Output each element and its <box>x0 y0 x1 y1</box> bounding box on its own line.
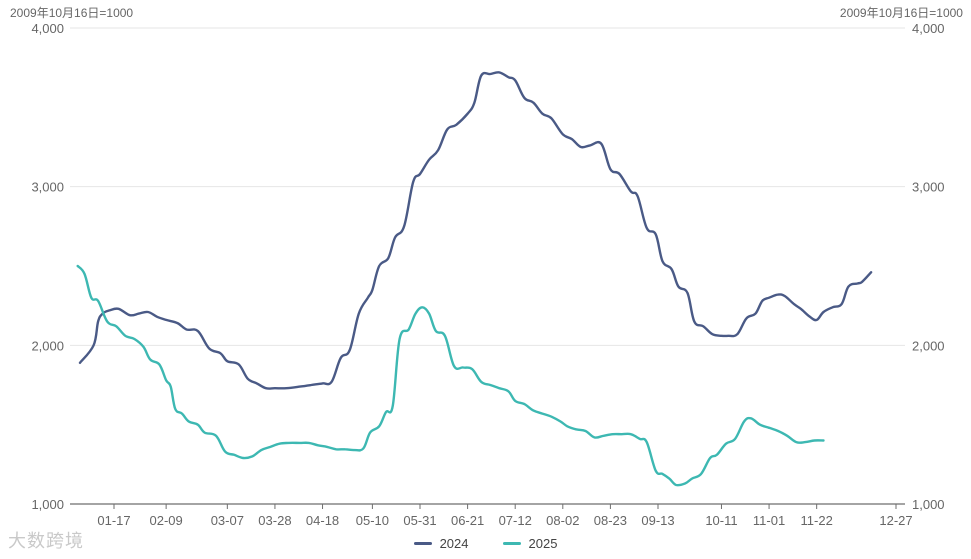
series-line-2024[interactable] <box>78 71 873 390</box>
watermark-logo: 大数跨境 <box>8 531 84 551</box>
y-tick-label-right: 3,000 <box>912 180 945 195</box>
x-tick-label: 11-22 <box>801 513 833 528</box>
chart-legend: 2024 2025 <box>0 536 971 551</box>
y-tick-label-left: 4,000 <box>31 21 64 36</box>
grid-lines <box>70 27 905 346</box>
y-tick-label-left: 1,000 <box>31 497 64 512</box>
legend-label-2024: 2024 <box>439 536 469 551</box>
x-tick-label: 06-21 <box>451 513 484 528</box>
series-lines <box>76 71 873 487</box>
x-tick-label: 11-01 <box>753 513 785 528</box>
legend-item-2025[interactable]: 2025 <box>502 536 558 551</box>
series-line-2025[interactable] <box>76 264 825 487</box>
x-tick-label: 01-17 <box>97 513 130 528</box>
x-axis: 01-17 02-09 03-07 03-28 04-18 05-10 05-31 06-21… <box>97 504 913 528</box>
x-tick-label: 03-07 <box>211 513 244 528</box>
legend-label-2025: 2025 <box>528 536 558 551</box>
x-tick-label: 08-02 <box>546 513 579 528</box>
legend-swatch-2025 <box>502 542 521 545</box>
x-tick-label: 10-11 <box>705 513 737 528</box>
x-tick-label: 04-18 <box>306 513 339 528</box>
y-axis-left: 1,000 2,000 3,000 4,000 <box>31 21 64 512</box>
y-tick-label-left: 3,000 <box>31 180 64 195</box>
x-tick-label: 05-10 <box>356 513 389 528</box>
x-tick-label: 12-27 <box>879 513 912 528</box>
legend-swatch-2024 <box>413 542 432 545</box>
y-tick-label-right: 1,000 <box>912 497 945 512</box>
y-axis-right: 1,000 2,000 3,000 4,000 <box>912 21 945 512</box>
x-tick-label: 09-13 <box>641 513 674 528</box>
y-tick-label-right: 4,000 <box>912 21 945 36</box>
y-axis-right-unit: 2009年10月16日=1000 <box>839 6 963 20</box>
x-tick-label: 07-12 <box>499 513 532 528</box>
x-tick-label: 03-28 <box>258 513 291 528</box>
legend-item-2024[interactable]: 2024 <box>413 536 469 551</box>
x-tick-label: 05-31 <box>403 513 436 528</box>
x-tick-label: 08-23 <box>594 513 627 528</box>
y-axis-left-unit: 2009年10月16日=1000 <box>10 6 134 20</box>
y-tick-label-left: 2,000 <box>31 338 64 353</box>
y-tick-label-right: 2,000 <box>912 338 945 353</box>
x-tick-label: 02-09 <box>150 513 183 528</box>
